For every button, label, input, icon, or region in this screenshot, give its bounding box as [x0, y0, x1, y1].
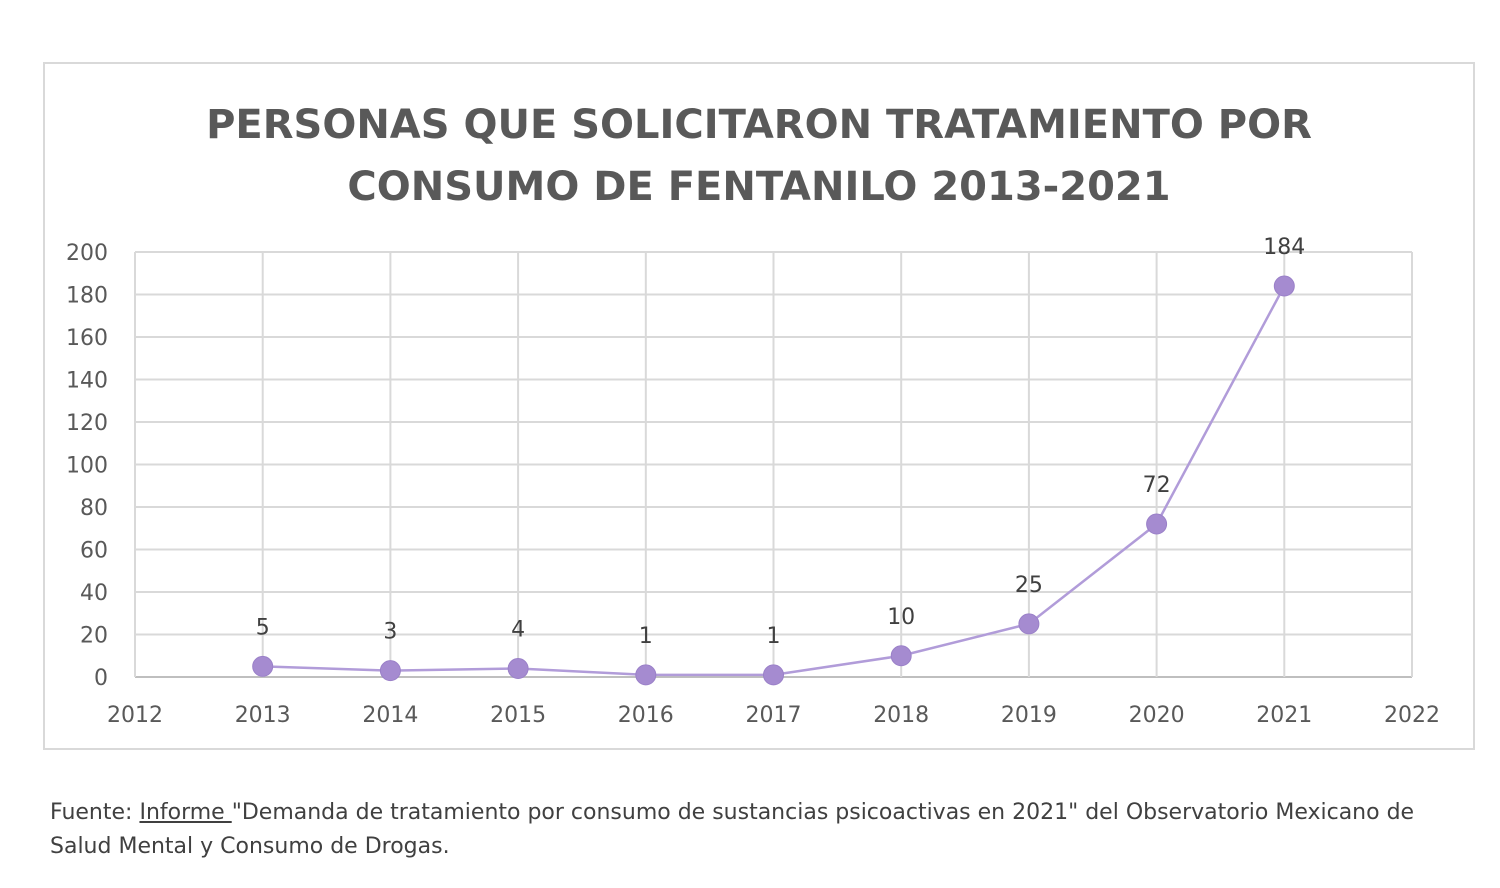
data-label: 184: [1263, 235, 1305, 260]
chart-title: PERSONAS QUE SOLICITARON TRATAMIENTO POR…: [45, 94, 1473, 218]
data-point: [379, 660, 401, 682]
data-label: 5: [256, 615, 270, 640]
source-link[interactable]: Informe: [139, 800, 232, 825]
x-tick-label: 2020: [1129, 703, 1185, 728]
chart-title-line-2: CONSUMO DE FENTANILO 2013-2021: [347, 164, 1171, 210]
data-point: [1018, 613, 1040, 635]
y-tick-label: 40: [80, 581, 108, 606]
data-label: 1: [639, 624, 653, 649]
y-tick-label: 180: [66, 284, 108, 309]
y-tick-label: 200: [66, 241, 108, 266]
x-tick-label: 2018: [873, 703, 929, 728]
source-prefix: Fuente:: [50, 800, 140, 825]
x-tick-label: 2015: [490, 703, 546, 728]
x-tick-label: 2021: [1256, 703, 1312, 728]
data-point: [635, 664, 657, 686]
data-point: [1273, 275, 1295, 297]
source-note: Fuente: Informe "Demanda de tratamiento …: [50, 796, 1480, 864]
data-point: [1146, 513, 1168, 535]
data-label: 1: [767, 624, 781, 649]
y-tick-label: 120: [66, 411, 108, 436]
data-label: 25: [1015, 573, 1043, 598]
x-tick-label: 2012: [107, 703, 163, 728]
x-tick-label: 2022: [1384, 703, 1440, 728]
data-label: 10: [887, 605, 915, 630]
y-tick-label: 100: [66, 454, 108, 479]
line-chart: 0 20 40 60 80 100 120 140 160 180 200 2012 2013 2014 2…: [66, 235, 1440, 728]
chart-title-line-1: PERSONAS QUE SOLICITARON TRATAMIENTO POR: [206, 102, 1312, 148]
x-tick-label: 2016: [618, 703, 674, 728]
x-tick-label: 2019: [1001, 703, 1057, 728]
y-tick-label: 160: [66, 326, 108, 351]
chart-container: PERSONAS QUE SOLICITARON TRATAMIENTO POR…: [43, 62, 1475, 750]
y-tick-label: 60: [80, 539, 108, 564]
y-tick-label: 20: [80, 624, 108, 649]
data-point: [252, 655, 274, 677]
data-point: [507, 658, 529, 679]
y-tick-label: 0: [94, 666, 108, 691]
data-label: 4: [511, 618, 525, 643]
x-tick-label: 2014: [362, 703, 418, 728]
data-point: [890, 645, 912, 667]
data-label: 72: [1143, 473, 1171, 498]
y-tick-label: 140: [66, 369, 108, 394]
x-tick-label: 2017: [746, 703, 802, 728]
data-label: 3: [383, 620, 397, 645]
x-tick-label: 2013: [235, 703, 291, 728]
source-text: "Demanda de tratamiento por consumo de s…: [50, 800, 1415, 859]
data-point: [763, 664, 784, 686]
y-tick-label: 80: [80, 496, 108, 521]
